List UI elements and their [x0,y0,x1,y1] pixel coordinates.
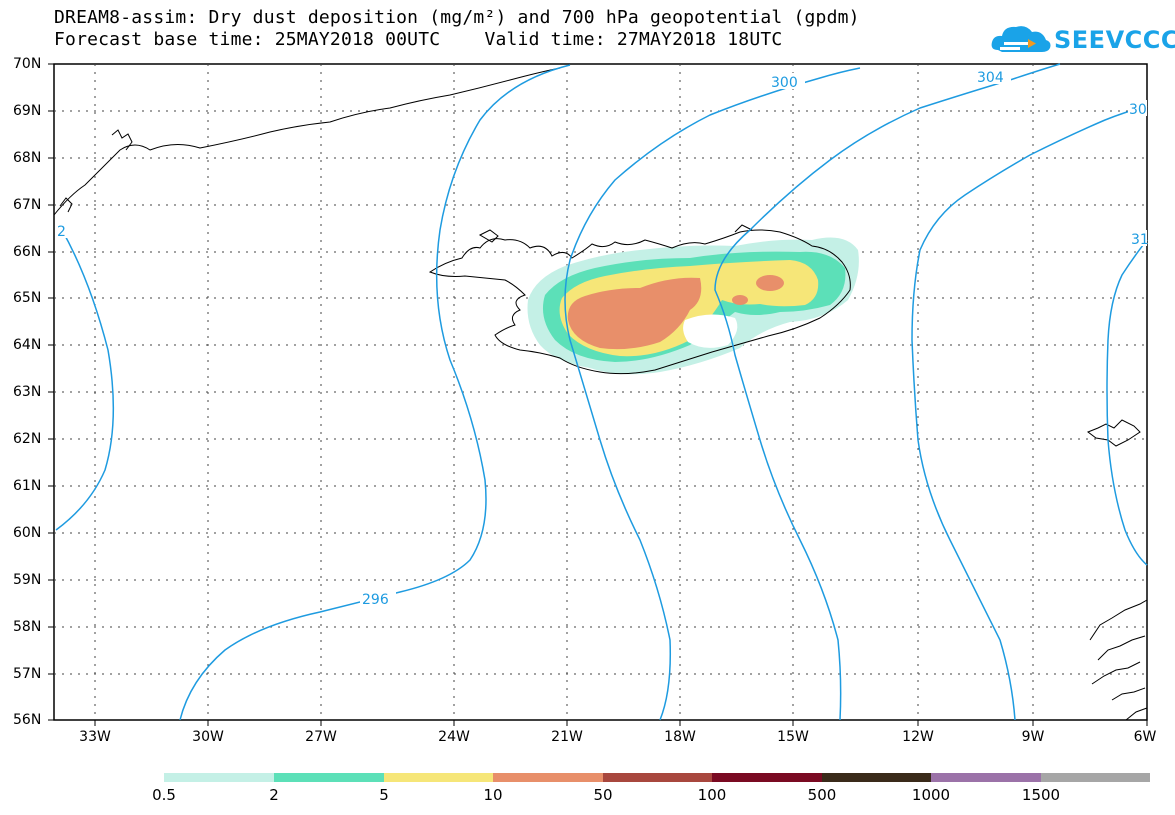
faroe-islands [1086,419,1141,447]
contour-308 [911,105,1148,721]
contour-label-312: 31 [1131,232,1149,248]
lon-label: 12W [902,729,934,745]
colorbar-swatch [493,773,603,782]
contour-label-296: 296 [362,592,389,608]
lat-label: 63N [13,384,42,400]
contour-312 [1106,239,1148,566]
lat-label: 56N [13,712,42,728]
colorbar-swatch [274,773,384,782]
colorbar-swatch [1041,773,1150,782]
lat-label: 57N [13,666,42,682]
contour-304 [714,63,1061,721]
colorbar-label: 0.5 [152,786,176,804]
lat-label: 70N [13,56,42,72]
contour-292 [55,229,115,531]
lat-label: 62N [13,431,42,447]
lat-label: 58N [13,619,42,635]
axis-ticks [48,63,1148,726]
colorbar-label: 500 [807,786,837,804]
lat-label: 67N [13,197,42,213]
colorbar-swatch [822,773,931,782]
colorbar-swatch [712,773,822,782]
contour-300 [564,67,861,721]
lat-label: 68N [13,150,42,166]
iceland-coast [428,229,851,375]
lat-label: 66N [13,244,42,260]
lat-label: 69N [13,103,42,119]
contour-296 [179,64,571,721]
lon-label: 21W [551,729,583,745]
lon-label: 27W [305,729,337,745]
contour-labels: 296 300 304 30 31 2 [56,68,1149,608]
contour-label-292: 2 [57,224,66,240]
lat-label: 64N [13,337,42,353]
colorbar-swatch [603,773,712,782]
lon-label: 15W [777,729,809,745]
colorbar-swatch [931,773,1041,782]
colorbar-label: 1000 [911,786,951,804]
contour-label-300: 300 [771,75,798,91]
dust-deposition-field [527,237,859,375]
colorbar-swatch [164,773,274,782]
dust-level-10-east-small [732,295,748,305]
colorbar-label: 100 [697,786,727,804]
lon-label: 24W [438,729,470,745]
contour-label-308: 30 [1129,102,1147,118]
coastlines [53,67,1148,721]
colorbar-swatch [384,773,493,782]
lat-label: 61N [13,478,42,494]
colorbar-label: 10 [483,786,503,804]
lat-label: 65N [13,290,42,306]
dust-level-10-east [756,275,784,291]
colorbar-label: 1500 [1021,786,1061,804]
map-title: DREAM8-assim: Dry dust deposition (mg/m²… [54,7,860,28]
lon-label: 18W [664,729,696,745]
graticule [54,64,1147,720]
colorbar-label: 2 [269,786,279,804]
lat-label: 59N [13,572,42,588]
map-subtitle: Forecast base time: 25MAY2018 00UTC Vali… [54,29,783,50]
contour-label-304: 304 [977,70,1004,86]
cloud-icon [991,26,1051,52]
lon-label: 33W [79,729,111,745]
geopotential-contours [55,63,1148,721]
scotland-coast [1089,599,1148,641]
logo-text: SEEVCCC [1054,26,1175,54]
lon-label: 9W [1021,729,1045,745]
colorbar-label: 50 [593,786,613,804]
lat-label: 60N [13,525,42,541]
colorbar-label: 5 [379,786,389,804]
dust-level-10 [567,277,702,350]
dust-gap [683,314,738,348]
lon-label: 6W [1133,729,1157,745]
greenland-coast [53,67,561,216]
lon-label: 30W [192,729,224,745]
